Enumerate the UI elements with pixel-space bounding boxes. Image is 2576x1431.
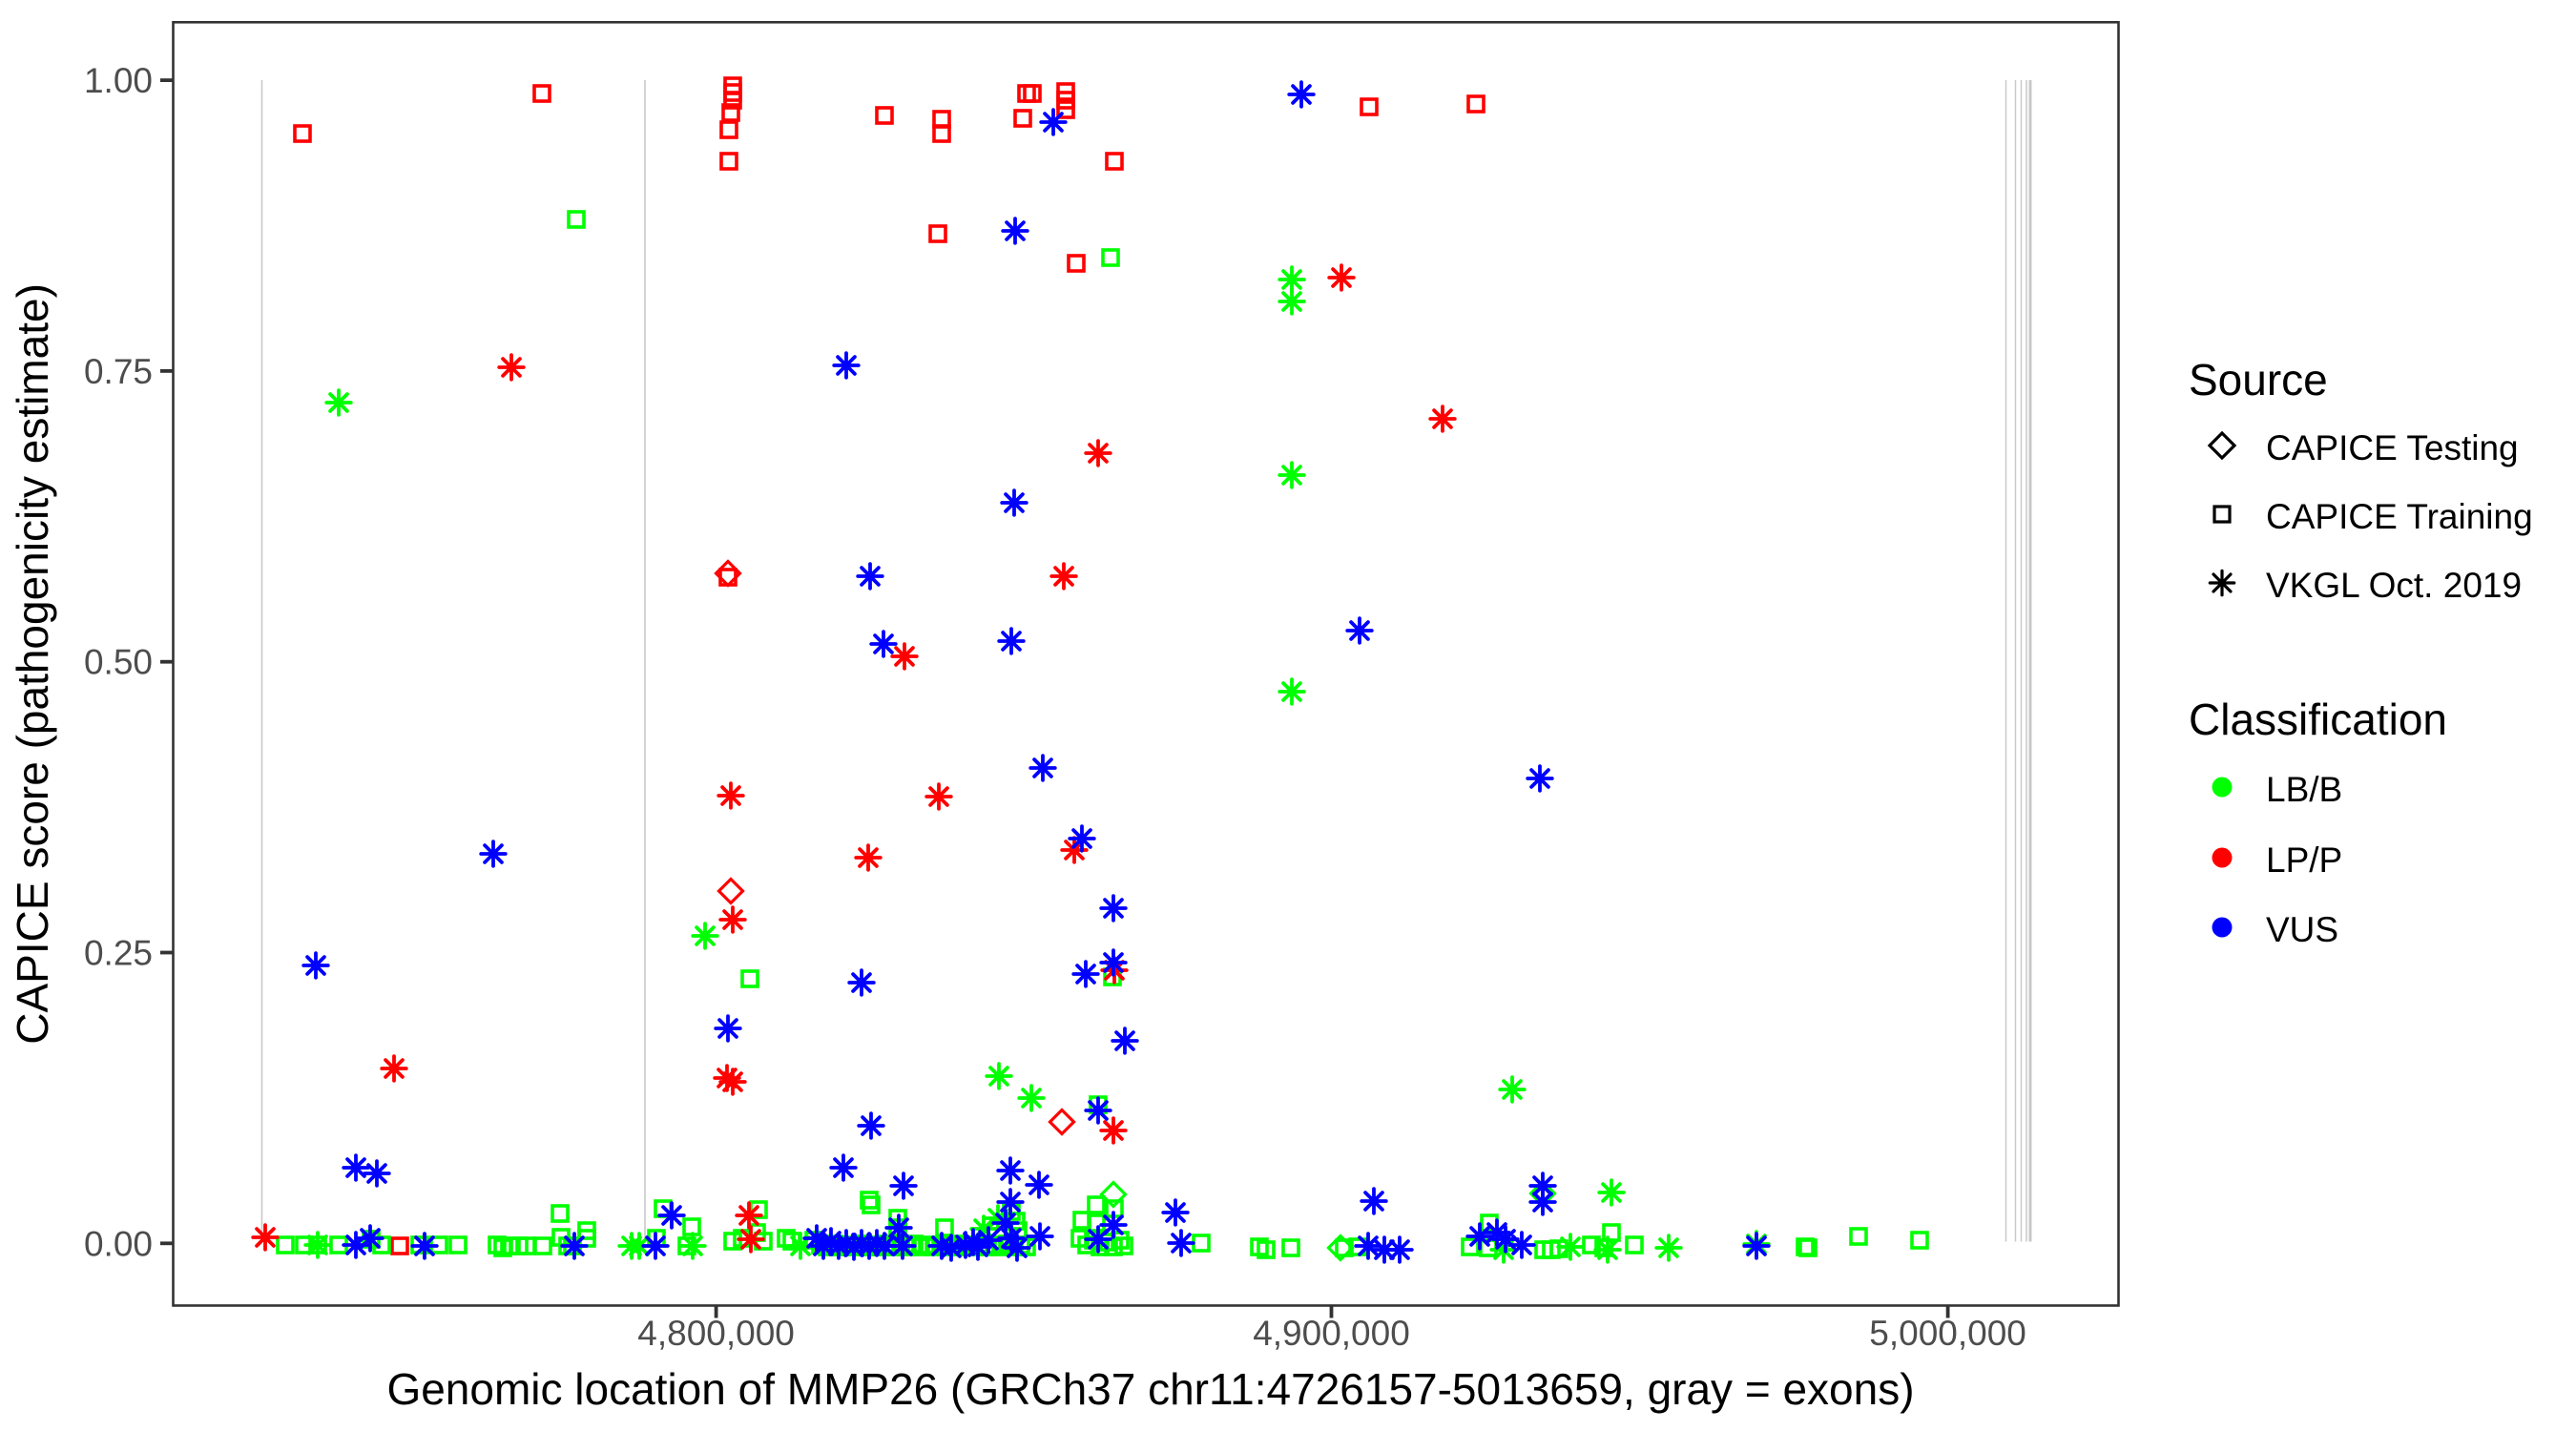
svg-text:LB/B: LB/B <box>2266 770 2342 809</box>
svg-text:4,800,000: 4,800,000 <box>637 1314 795 1353</box>
svg-text:0.25: 0.25 <box>84 934 153 973</box>
svg-text:1.00: 1.00 <box>84 61 153 100</box>
svg-text:Classification: Classification <box>2189 695 2447 744</box>
svg-text:CAPICE Training: CAPICE Training <box>2266 497 2533 536</box>
svg-text:VUS: VUS <box>2266 910 2338 949</box>
svg-text:4,900,000: 4,900,000 <box>1253 1314 1410 1353</box>
svg-text:0.50: 0.50 <box>84 643 153 682</box>
svg-text:0.00: 0.00 <box>84 1224 153 1263</box>
svg-text:CAPICE score (pathogenicity es: CAPICE score (pathogenicity estimate) <box>8 283 57 1045</box>
svg-text:0.75: 0.75 <box>84 352 153 391</box>
svg-text:5,000,000: 5,000,000 <box>1869 1314 2026 1353</box>
svg-text:Genomic location of MMP26 (GRC: Genomic location of MMP26 (GRCh37 chr11:… <box>386 1364 1914 1414</box>
svg-text:LP/P: LP/P <box>2266 840 2342 880</box>
svg-text:Source: Source <box>2189 355 2328 404</box>
svg-text:VKGL Oct. 2019: VKGL Oct. 2019 <box>2266 566 2522 605</box>
svg-text:CAPICE Testing: CAPICE Testing <box>2266 428 2519 467</box>
